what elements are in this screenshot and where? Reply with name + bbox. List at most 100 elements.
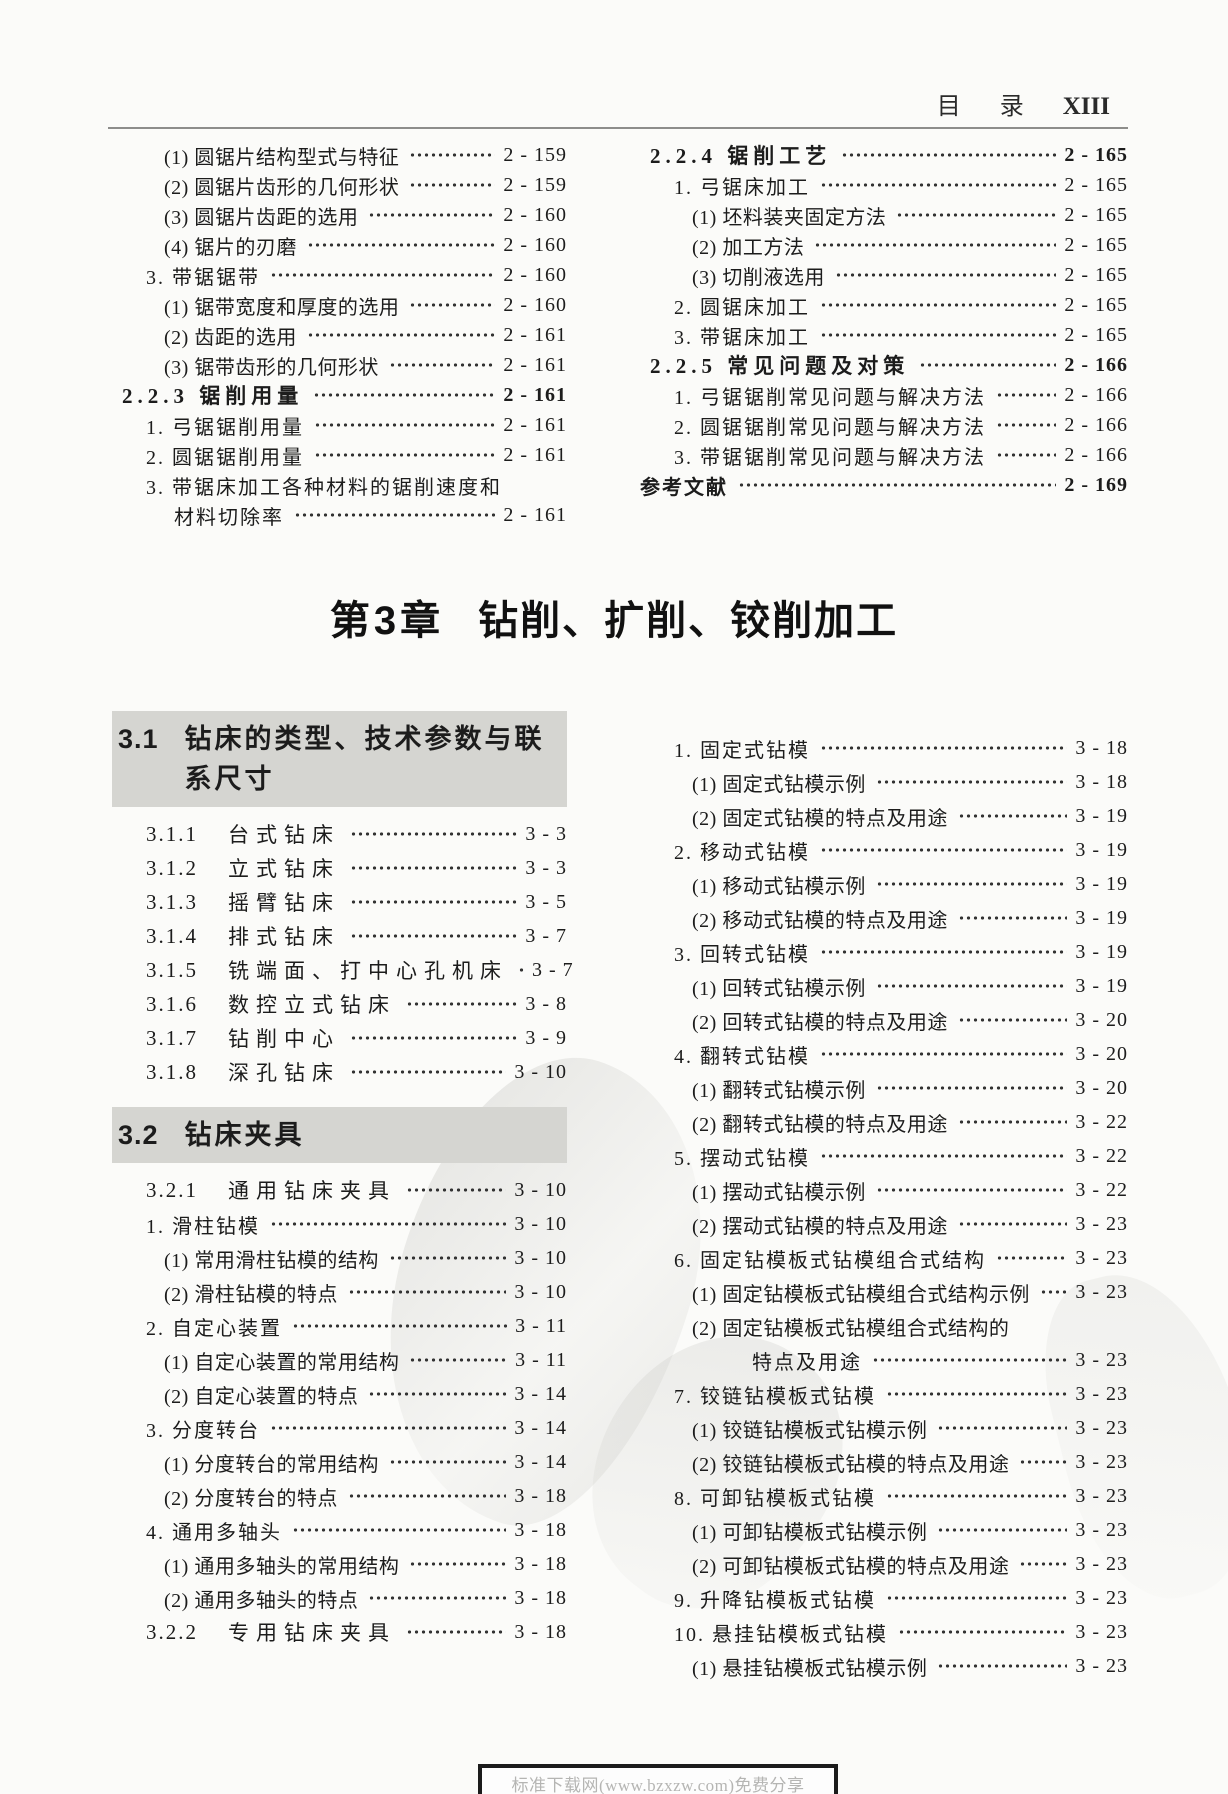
- toc-entry: (2) 铰链钻模板式钻模的特点及用途 3 - 23: [640, 1445, 1128, 1479]
- dot-leader: [409, 180, 496, 190]
- entry-label: (1) 分度转台的常用结构: [164, 1453, 379, 1476]
- toc-entry: 3. 分度转台 3 - 14: [112, 1411, 567, 1445]
- toc-entry: (1) 坯料装夹固定方法 2 - 165: [640, 200, 1128, 230]
- page-number: 3 - 11: [515, 1314, 567, 1337]
- entry-label: 4. 翻转式钻模: [674, 1045, 810, 1068]
- dot-leader: [368, 210, 496, 220]
- dot-leader: [368, 1389, 507, 1399]
- dot-leader: [314, 420, 496, 430]
- dot-leader: [937, 1525, 1068, 1535]
- page-number: 3 - 23: [1075, 1620, 1128, 1643]
- toc-entry: 5. 摆动式钻模 3 - 22: [640, 1139, 1128, 1173]
- page-number: 2 - 165: [1064, 143, 1128, 166]
- entry-label: 深孔钻床: [228, 1061, 340, 1085]
- header-title-char-2: 录: [999, 94, 1025, 120]
- entry-number: 3.1.4: [146, 923, 198, 948]
- page-number: 3 - 9: [525, 1026, 567, 1049]
- toc-entry: 材料切除率 2 - 161: [112, 500, 567, 530]
- page-number: 3 - 7: [525, 924, 567, 947]
- page-number: 3 - 14: [514, 1450, 567, 1473]
- toc-entry: 3. 带锯锯带 2 - 160: [112, 260, 567, 290]
- toc-entry: (2) 可卸钻模板式钻模的特点及用途 3 - 23: [640, 1547, 1128, 1581]
- toc-entry: 3.2.2 专用钻床夹具 3 - 18: [112, 1615, 567, 1649]
- entry-label: (2) 通用多轴头的特点: [164, 1589, 359, 1612]
- entry-label: (3) 圆锯片齿距的选用: [164, 206, 359, 229]
- entry-label: (4) 锯片的刃磨: [164, 236, 297, 259]
- entry-label: (2) 移动式钻模的特点及用途: [692, 909, 948, 932]
- toc-entry: (1) 移动式钻模示例 3 - 19: [640, 867, 1128, 901]
- toc-entry: (2) 固定式钻模的特点及用途 3 - 19: [640, 799, 1128, 833]
- dot-leader: [738, 480, 1057, 490]
- entry-label: (1) 悬挂钻模板式钻模示例: [692, 1657, 928, 1680]
- page-number: 3 - 20: [1075, 1008, 1128, 1031]
- page-number: 3 - 23: [1075, 1212, 1128, 1235]
- page-number: 2 - 159: [503, 143, 567, 166]
- toc-entry: 2.2.3 锯削用量 2 - 161: [112, 380, 567, 410]
- toc-entry: 4. 通用多轴头 3 - 18: [112, 1513, 567, 1547]
- toc-entry: (2) 滑柱钻模的特点 3 - 10: [112, 1275, 567, 1309]
- entry-label: 7. 铰链钻模板式钻模: [674, 1385, 876, 1408]
- page-number: 3 - 18: [514, 1552, 567, 1575]
- page-number: 3 - 14: [514, 1382, 567, 1405]
- dot-leader: [409, 300, 496, 310]
- toc-entry: (1) 回转式钻模示例 3 - 19: [640, 969, 1128, 1003]
- toc-entry: 1. 滑柱钻模 3 - 10: [112, 1207, 567, 1241]
- entry-label: (2) 滑柱钻模的特点: [164, 1283, 338, 1306]
- page-number: 3 - 20: [1075, 1042, 1128, 1065]
- dot-leader: [270, 270, 496, 280]
- entry-label: (2) 翻转式钻模的特点及用途: [692, 1113, 948, 1136]
- entry-label: 钻床的类型、技术参数与联系尺寸: [184, 724, 545, 794]
- entry-label: 铣端面、打中心孔机床: [228, 959, 508, 983]
- dot-leader: [898, 1627, 1068, 1637]
- dot-leader: [388, 1253, 507, 1263]
- chapter-name: 钻削、扩削、铰削加工: [478, 599, 899, 643]
- toc-entry: (2) 自定心装置的特点 3 - 14: [112, 1377, 567, 1411]
- entry-label: (2) 摆动式钻模的特点及用途: [692, 1215, 948, 1238]
- page-number: 2 - 165: [1064, 293, 1128, 316]
- toc-entry: 3.1.7 钻削中心 3 - 9: [112, 1021, 567, 1055]
- toc-entry: 3.1.8 深孔钻床 3 - 10: [112, 1055, 567, 1089]
- entry-label: 钻床夹具: [184, 1120, 305, 1150]
- toc-entry: (4) 锯片的刃磨 2 - 160: [112, 230, 567, 260]
- page-number: 3 - 10: [514, 1280, 567, 1303]
- dot-leader: [350, 829, 518, 839]
- dot-leader: [406, 1185, 507, 1195]
- page-number: 3 - 23: [1075, 1518, 1128, 1541]
- toc-entry: 1. 弓锯锯削用量 2 - 161: [112, 410, 567, 440]
- entry-label: 1. 弓锯锯削用量: [146, 416, 304, 439]
- toc-entry: (3) 切削液选用 2 - 165: [640, 260, 1128, 290]
- dot-leader: [388, 360, 496, 370]
- toc-entry: (1) 通用多轴头的常用结构 3 - 18: [112, 1547, 567, 1581]
- toc-entry: 1. 弓锯床加工 2 - 165: [640, 170, 1128, 200]
- chapter-title: 第3章 钻削、扩削、铰削加工: [0, 588, 1228, 646]
- page-number: 2 - 165: [1064, 173, 1128, 196]
- entry-label: (1) 回转式钻模示例: [692, 977, 866, 1000]
- page-number: 3 - 19: [1075, 906, 1128, 929]
- toc-entry: 3.2.1 通用钻床夹具 3 - 10: [112, 1173, 567, 1207]
- entry-label: 2.2.4 锯削工艺: [650, 144, 832, 168]
- page-number: 3 - 19: [1075, 838, 1128, 861]
- dot-leader: [350, 863, 518, 873]
- dot-leader: [270, 1219, 507, 1229]
- toc-entry: 10. 悬挂钻模板式钻模 3 - 23: [640, 1615, 1128, 1649]
- toc-entry: 3.1.6 数控立式钻床 3 - 8: [112, 987, 567, 1021]
- toc-entry: 6. 固定钻模板式钻模组合式结构 3 - 23: [640, 1241, 1128, 1275]
- page-number: 2 - 159: [503, 173, 567, 196]
- dot-leader: [350, 1067, 507, 1077]
- page-number: 3 - 19: [1075, 940, 1128, 963]
- entry-label: 2.2.5 常见问题及对策: [650, 354, 910, 378]
- dot-leader: [886, 1491, 1068, 1501]
- page-number: 3 - 18: [1075, 770, 1128, 793]
- dot-leader: [1019, 1559, 1068, 1569]
- entry-label: 10. 悬挂钻模板式钻模: [674, 1623, 888, 1646]
- dot-leader: [270, 1423, 507, 1433]
- entry-label: (2) 齿距的选用: [164, 326, 297, 349]
- page-number: 2 - 166: [1064, 383, 1128, 406]
- entry-label: (2) 分度转台的特点: [164, 1487, 338, 1510]
- page-number: 2 - 166: [1064, 443, 1128, 466]
- dot-leader: [957, 1015, 1068, 1025]
- page-number: 3 - 18: [514, 1586, 567, 1609]
- dot-leader: [896, 210, 1057, 220]
- toc-column-left: (1) 圆锯片结构型式与特征 2 - 159 (2) 圆锯片齿形的几何形状 2 - 1…: [112, 140, 567, 530]
- dot-leader: [350, 897, 518, 907]
